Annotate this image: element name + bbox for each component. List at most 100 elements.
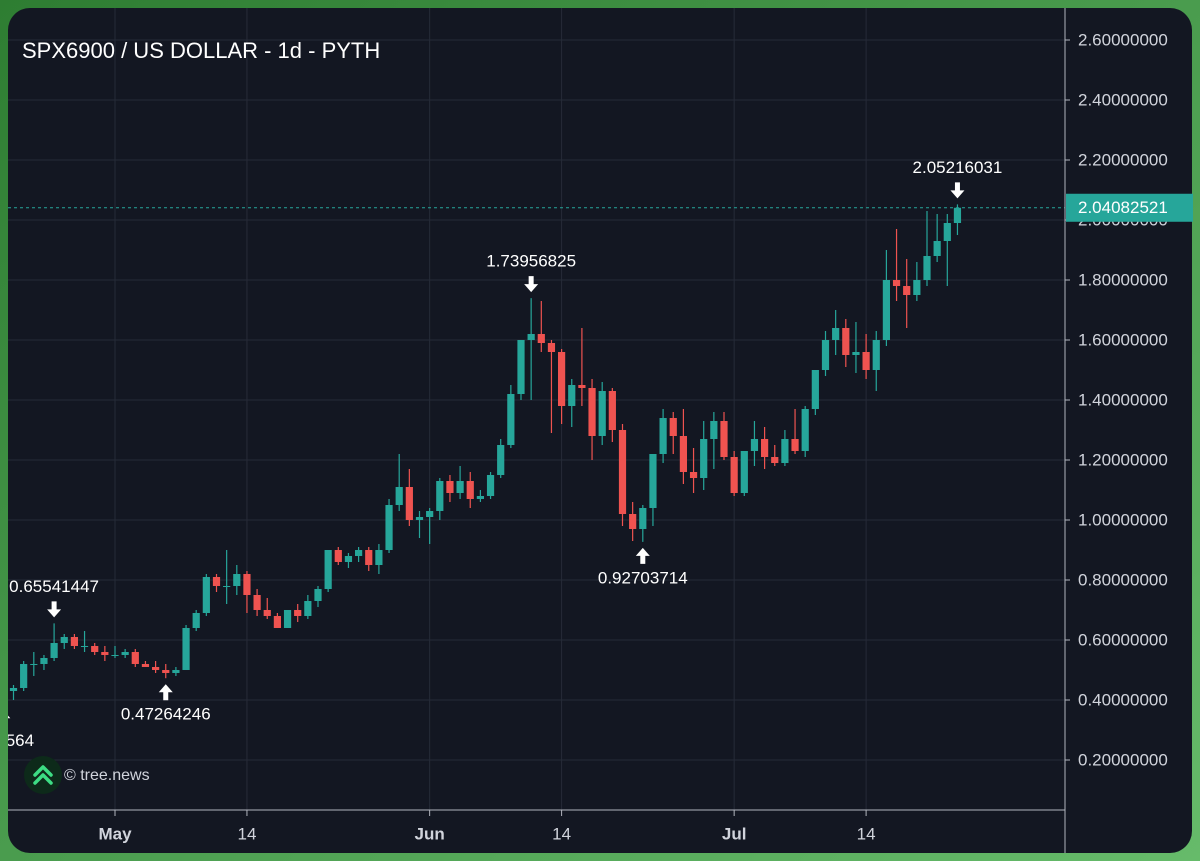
candle-body — [801, 409, 809, 451]
candle-body — [791, 438, 799, 451]
candle-body — [659, 417, 667, 454]
candle-body — [507, 394, 515, 445]
candle-body — [639, 507, 647, 529]
candle-body — [20, 663, 28, 688]
high-label: 2.05216031 — [913, 158, 1003, 177]
y-tick-label: 2.40000000 — [1078, 90, 1168, 109]
candle-body — [486, 474, 495, 496]
candle-body — [355, 549, 363, 556]
candle-body — [446, 480, 454, 493]
y-tick-label: 0.20000000 — [1078, 750, 1168, 769]
candle-body — [70, 636, 78, 646]
candle-body — [152, 666, 160, 670]
high-label: 0.65541447 — [9, 577, 99, 596]
candle-body — [202, 576, 210, 613]
candle-body — [913, 280, 921, 296]
candle-body — [162, 669, 170, 673]
candle-body — [324, 549, 332, 589]
low-label: 0.92703714 — [598, 568, 688, 587]
candle-body — [365, 549, 373, 565]
candle-body — [689, 471, 698, 478]
candle-body — [212, 576, 221, 586]
arrow — [8, 715, 11, 719]
candle-body — [720, 420, 728, 457]
candle-body — [456, 480, 464, 493]
candle-body — [953, 207, 962, 224]
y-tick-label: 2.20000000 — [1078, 150, 1168, 169]
candle-body — [334, 549, 342, 562]
candle-body — [395, 486, 403, 505]
candle-body — [740, 450, 748, 493]
candle-body — [811, 370, 819, 409]
candle-body — [598, 391, 606, 436]
candle-body — [517, 340, 525, 395]
candle-body — [131, 651, 139, 664]
candle-body — [497, 444, 505, 475]
candle-body — [710, 420, 718, 439]
arrow — [47, 601, 62, 618]
watermark: © tree.news — [24, 756, 150, 794]
x-tick-label: 14 — [552, 824, 571, 843]
candle-body — [649, 453, 657, 508]
candle-body — [730, 456, 738, 493]
candle-body — [80, 645, 89, 647]
candle-body — [263, 609, 271, 616]
x-tick-label: May — [98, 824, 132, 843]
candle-body — [223, 585, 231, 587]
candle-body — [426, 510, 434, 517]
arrow — [158, 684, 173, 701]
candle-body — [273, 615, 281, 628]
candle-body — [40, 657, 48, 664]
candle-body — [862, 352, 870, 371]
watermark-text: © tree.news — [64, 767, 150, 784]
y-tick-label: 0.60000000 — [1078, 630, 1168, 649]
y-tick-label: 2.60000000 — [1078, 30, 1168, 49]
candle-body — [852, 352, 860, 356]
high-label: 1.73956825 — [486, 252, 576, 271]
y-tick-label: 1.20000000 — [1078, 450, 1168, 469]
candle-body — [436, 480, 444, 511]
candle-body — [385, 504, 393, 550]
candle-body — [283, 609, 292, 628]
candle-body — [903, 286, 911, 296]
arrow — [635, 547, 650, 564]
candle-body — [405, 486, 413, 520]
candle-body — [700, 438, 708, 478]
candle-body — [60, 636, 68, 643]
low-label: 0.38564 — [0, 731, 34, 750]
candle-body — [618, 429, 627, 514]
x-tick-label: 14 — [857, 824, 876, 843]
y-tick-label: 0.40000000 — [1078, 690, 1168, 709]
candle-body — [375, 549, 383, 565]
candle-body — [314, 588, 322, 601]
logo-icon — [33, 765, 53, 785]
candle-body — [842, 328, 850, 356]
candle-body — [141, 663, 150, 667]
y-tick-label: 1.80000000 — [1078, 270, 1168, 289]
candle-body — [243, 573, 251, 595]
candle-body — [476, 495, 484, 499]
candle-body — [923, 256, 931, 281]
candle-body — [588, 388, 596, 436]
candle-body — [9, 687, 18, 691]
candle-body — [568, 385, 576, 407]
arrow — [950, 182, 965, 199]
candle-body — [578, 385, 586, 389]
candle-body — [101, 651, 109, 655]
x-tick-label: Jun — [415, 824, 445, 843]
candle-body — [294, 609, 302, 616]
x-tick-label: Jul — [722, 824, 747, 843]
y-tick-label: 0.80000000 — [1078, 570, 1168, 589]
candle-body — [608, 391, 616, 430]
candle-body — [30, 663, 38, 665]
candle-body — [558, 352, 566, 407]
candle-body — [121, 651, 129, 655]
candle-body — [182, 627, 190, 670]
candle-body — [172, 669, 180, 673]
candle-body — [943, 223, 951, 242]
candle-body — [415, 516, 424, 520]
candle-body — [669, 417, 677, 436]
candle-body — [892, 280, 901, 287]
